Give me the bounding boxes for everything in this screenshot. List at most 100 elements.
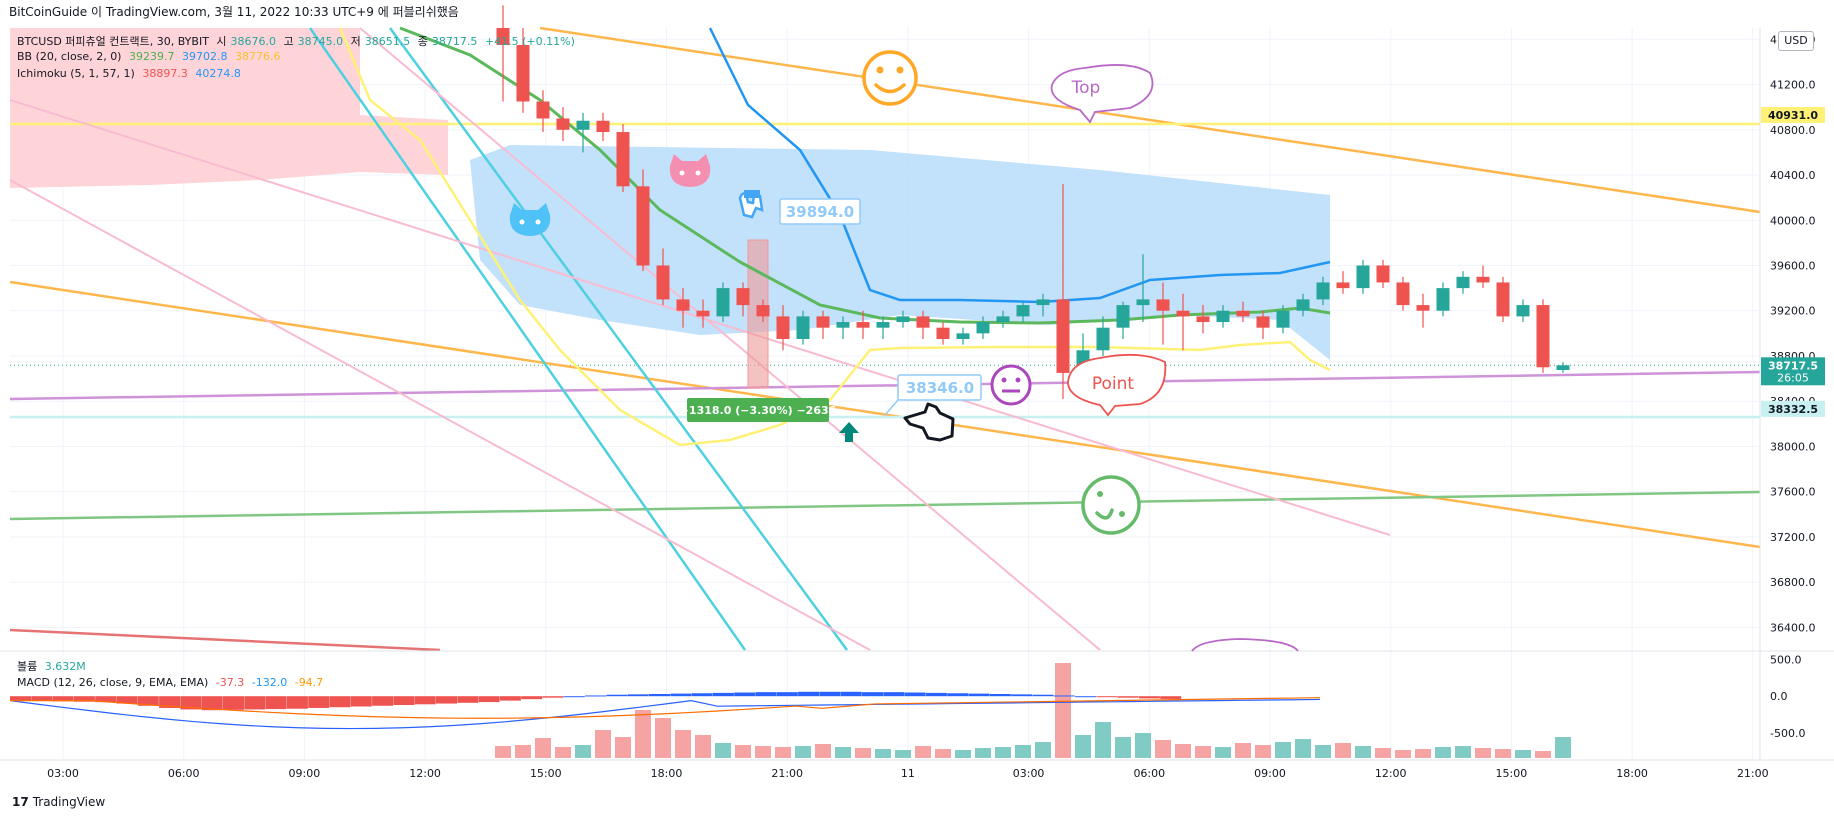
bb-label[interactable]: BB (20, close, 2, 0) xyxy=(17,50,122,63)
candle-body xyxy=(616,132,630,187)
price-tick-label: 37200.0 xyxy=(1770,531,1816,544)
trendline-red-low[interactable] xyxy=(9,628,441,652)
trendline-purple[interactable] xyxy=(9,370,1761,401)
volume-bar xyxy=(915,746,931,758)
macd-hist-bar xyxy=(10,696,31,701)
candle-body xyxy=(956,333,970,339)
volume-bar xyxy=(675,730,691,758)
ohlc-l: 저 38651.5 xyxy=(350,35,411,48)
price-tick-label: 40000.0 xyxy=(1770,214,1816,227)
candle-body xyxy=(1396,282,1410,306)
bb-value-2: 39702.8 xyxy=(181,50,228,63)
macd-hist-bar xyxy=(606,694,628,697)
time-tick-label: 11 xyxy=(901,767,915,780)
time-tick-label: 09:00 xyxy=(289,767,321,780)
volume-bar xyxy=(1435,747,1451,758)
volume-bar xyxy=(1235,743,1251,758)
macd-hist-bar xyxy=(819,691,841,697)
macd-hist-bar xyxy=(31,696,53,701)
candle-body xyxy=(1476,276,1490,283)
macd-hist-bar xyxy=(499,696,521,701)
macd-value-3: -94.7 xyxy=(294,676,324,689)
volume-bar xyxy=(1415,749,1431,758)
price-label-2-box[interactable] xyxy=(897,374,982,401)
candle-body xyxy=(976,322,990,334)
macd-pane: 500.0 0.0 -500.0 xyxy=(9,653,1805,758)
candle-body xyxy=(1156,299,1170,311)
callout-top-text: Top xyxy=(1071,78,1101,98)
macd-hist-bar xyxy=(414,696,436,705)
grid xyxy=(10,28,1760,760)
legend-symbol-row[interactable]: BTCUSD 퍼피츄얼 컨트랙트, 30, BYBIT 시 38676.0 고 38… xyxy=(17,33,579,49)
candle-body xyxy=(1216,310,1230,323)
legend-macd-row[interactable]: MACD (12, 26, close, 9, EMA, EMA) -37.3 … xyxy=(17,676,327,689)
volume-bar xyxy=(1075,735,1091,758)
macd-hist-bar xyxy=(265,696,287,710)
candle-body xyxy=(516,44,530,102)
macd-hist-bar xyxy=(457,696,479,703)
time-tick-label: 21:00 xyxy=(771,767,803,780)
volume-bar xyxy=(575,745,591,758)
candle-body xyxy=(1036,299,1050,306)
volume-bar xyxy=(955,750,971,758)
macd-hist-bar xyxy=(627,694,649,697)
symbol-label[interactable]: BTCUSD 퍼피츄얼 컨트랙트, 30, BYBIT xyxy=(17,35,209,48)
trendline-green[interactable] xyxy=(9,490,1761,521)
volume-bar xyxy=(855,748,871,758)
ohlc-change: +41.5 (+0.11%) xyxy=(484,35,575,48)
currency-button[interactable]: USD xyxy=(1778,31,1814,51)
volume-bar xyxy=(615,737,631,758)
volume-label[interactable]: 볼륨 xyxy=(17,660,38,673)
measure-label: −1318.0 (−3.30%) −2636 xyxy=(680,404,837,417)
volume-bar xyxy=(495,746,511,758)
legend-volume-row[interactable]: 볼륨 3.632M xyxy=(17,658,90,674)
annotations[interactable]: Top Point 39894.0 38346.0 −1318.0 (−3.30… xyxy=(509,50,1299,652)
price-label-2: 38346.0 xyxy=(906,379,974,397)
trendline-orange-top[interactable] xyxy=(539,26,1761,214)
trendline-teal-2[interactable] xyxy=(388,27,849,651)
price-axis[interactable]: 41600.041200.040800.040400.040000.039600… xyxy=(1770,33,1816,634)
trendline-pink-2[interactable] xyxy=(359,27,1101,651)
volume-bar xyxy=(895,750,911,758)
price-label-1-box[interactable] xyxy=(779,198,861,225)
time-tick-label: 03:00 xyxy=(1013,767,1045,780)
price-tag-value: 38717.5 xyxy=(1768,359,1818,372)
bb-value-3: 38776.6 xyxy=(234,50,281,63)
macd-hist-bar xyxy=(95,696,117,703)
callout-point-bubble[interactable] xyxy=(1067,353,1167,417)
volume-bar xyxy=(975,748,991,758)
volume-bar xyxy=(1275,742,1291,758)
volume-bar xyxy=(1455,746,1471,758)
macd-hist-bar xyxy=(1075,696,1096,698)
callout-point-text: Point xyxy=(1092,374,1135,394)
trendline-pink-1[interactable] xyxy=(9,99,1391,536)
macd-hist-bar xyxy=(883,692,905,697)
macd-hist-bar xyxy=(989,693,1011,697)
ichimoku-value-1: 38897.3 xyxy=(142,67,188,80)
footer-brand[interactable]: 17 TradingView xyxy=(12,795,105,809)
macd-hist-bar xyxy=(244,696,266,710)
price-tick-label: 40800.0 xyxy=(1770,124,1816,137)
candle-body xyxy=(1336,282,1350,289)
trendline-pink-3[interactable] xyxy=(9,179,871,651)
callout-top-bubble[interactable] xyxy=(1050,64,1154,124)
volume-bar xyxy=(1355,746,1371,758)
candle-body xyxy=(1136,299,1150,306)
macd-label[interactable]: MACD (12, 26, close, 9, EMA, EMA) xyxy=(17,676,209,689)
legend-ichimoku-row[interactable]: Ichimoku (5, 1, 57, 1) 38897.3 40274.8 xyxy=(17,67,245,80)
ichimoku-label[interactable]: Ichimoku (5, 1, 57, 1) xyxy=(17,67,135,80)
time-axis[interactable]: 03:00 06:00 09:00 12:00 15:00 18:00 21:00 11 03:… xyxy=(47,767,1769,780)
volume-bar xyxy=(1035,742,1051,758)
trendline-teal-1[interactable] xyxy=(308,27,747,651)
macd-value-2: -132.0 xyxy=(251,676,288,689)
volume-bar xyxy=(755,746,771,758)
macd-hist-bar xyxy=(1032,694,1054,697)
macd-hist-bar xyxy=(862,692,883,697)
macd-hist-bar xyxy=(904,692,926,697)
legend-bb-row[interactable]: BB (20, close, 2, 0) 39239.7 39702.8 387… xyxy=(17,50,284,63)
candle-body xyxy=(776,316,790,339)
price-tick-label: 36400.0 xyxy=(1770,621,1816,634)
candle-body xyxy=(636,186,650,266)
